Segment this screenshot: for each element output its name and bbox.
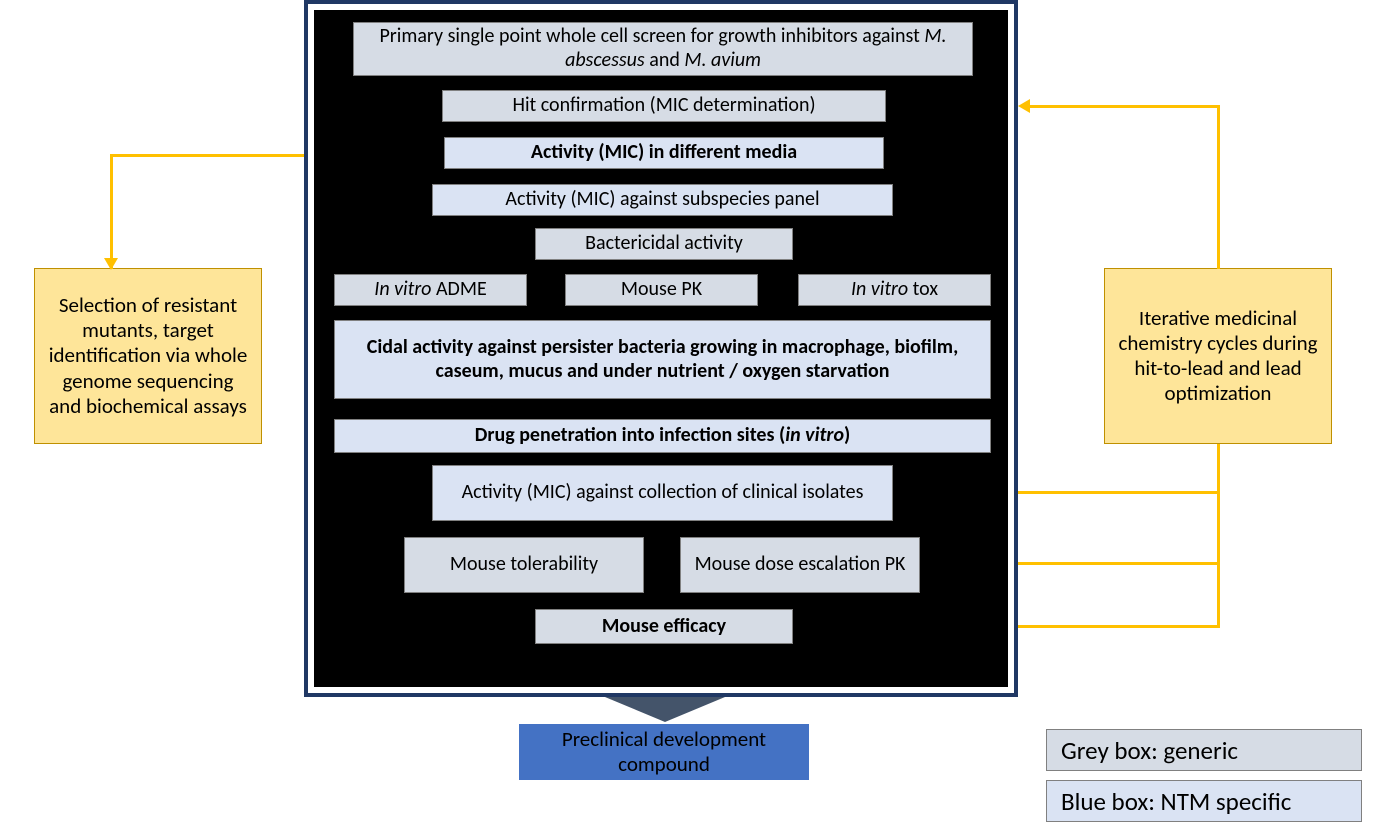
mouse-pk-text: Mouse PK (613, 276, 710, 304)
mouse-tolerability-box: Mouse tolerability (404, 537, 644, 593)
adme-text: In vitro ADME (366, 276, 494, 304)
preclinical-box: Preclinical development compound (519, 724, 809, 780)
right-arrow-top-horizontal (1030, 105, 1220, 108)
mouse-pk-box: Mouse PK (565, 274, 758, 306)
left-annotation-text: Selection of resistant mutants, target i… (45, 293, 251, 419)
right-arrow-trunk-bottom (1217, 444, 1220, 628)
right-arrow-trunk-top (1217, 105, 1220, 269)
right-branch-1 (1018, 491, 1220, 494)
right-arrow-head-icon (1018, 99, 1030, 113)
mouse-efficacy-box: Mouse efficacy (535, 609, 793, 644)
right-annotation-box: Iterative medicinal chemistry cycles dur… (1104, 268, 1332, 444)
legend-grey-box: Grey box: generic (1046, 729, 1362, 771)
legend-blue-text: Blue box: NTM specific (1061, 786, 1291, 817)
primary-screen-text: Primary single point whole cell screen f… (354, 23, 972, 74)
adme-box: In vitro ADME (334, 274, 527, 306)
hit-confirmation-box: Hit confirmation (MIC determination) (442, 90, 886, 122)
hit-confirmation-text: Hit confirmation (MIC determination) (504, 92, 823, 120)
clinical-isolates-text: Activity (MIC) against collection of cli… (454, 479, 872, 507)
left-annotation-box: Selection of resistant mutants, target i… (34, 268, 262, 444)
penetration-text: Drug penetration into infection sites (i… (467, 422, 859, 450)
mic-subspecies-text: Activity (MIC) against subspecies panel (497, 186, 827, 214)
left-arrow-vertical (110, 154, 113, 269)
clinical-isolates-box: Activity (MIC) against collection of cli… (432, 465, 893, 521)
mic-media-box: Activity (MIC) in different media (444, 137, 884, 169)
preclinical-text: Preclinical development compound (519, 727, 809, 777)
legend-blue-box: Blue box: NTM specific (1046, 780, 1362, 822)
penetration-box: Drug penetration into infection sites (i… (334, 419, 991, 453)
right-annotation-text: Iterative medicinal chemistry cycles dur… (1115, 306, 1321, 407)
mouse-tolerability-text: Mouse tolerability (442, 551, 606, 579)
mouse-dose-pk-box: Mouse dose escalation PK (680, 537, 920, 593)
mouse-dose-pk-text: Mouse dose escalation PK (687, 551, 914, 579)
right-branch-3 (1018, 625, 1220, 628)
mic-subspecies-box: Activity (MIC) against subspecies panel (432, 184, 893, 216)
left-arrow-head-icon (104, 258, 118, 270)
left-arrow-horizontal (110, 154, 304, 157)
primary-screen-box: Primary single point whole cell screen f… (353, 22, 973, 76)
persister-box: Cidal activity against persister bacteri… (334, 320, 991, 399)
right-branch-2 (1018, 562, 1220, 565)
legend-grey-text: Grey box: generic (1061, 735, 1238, 766)
in-vitro-tox-box: In vitro tox (798, 274, 991, 306)
mouse-efficacy-text: Mouse efficacy (594, 613, 734, 641)
bactericidal-text: Bactericidal activity (577, 230, 751, 258)
in-vitro-tox-text: In vitro tox (843, 276, 946, 304)
mic-media-text: Activity (MIC) in different media (523, 139, 805, 167)
persister-text: Cidal activity against persister bacteri… (335, 334, 990, 385)
bactericidal-box: Bactericidal activity (535, 228, 793, 260)
funnel-icon (605, 697, 725, 722)
